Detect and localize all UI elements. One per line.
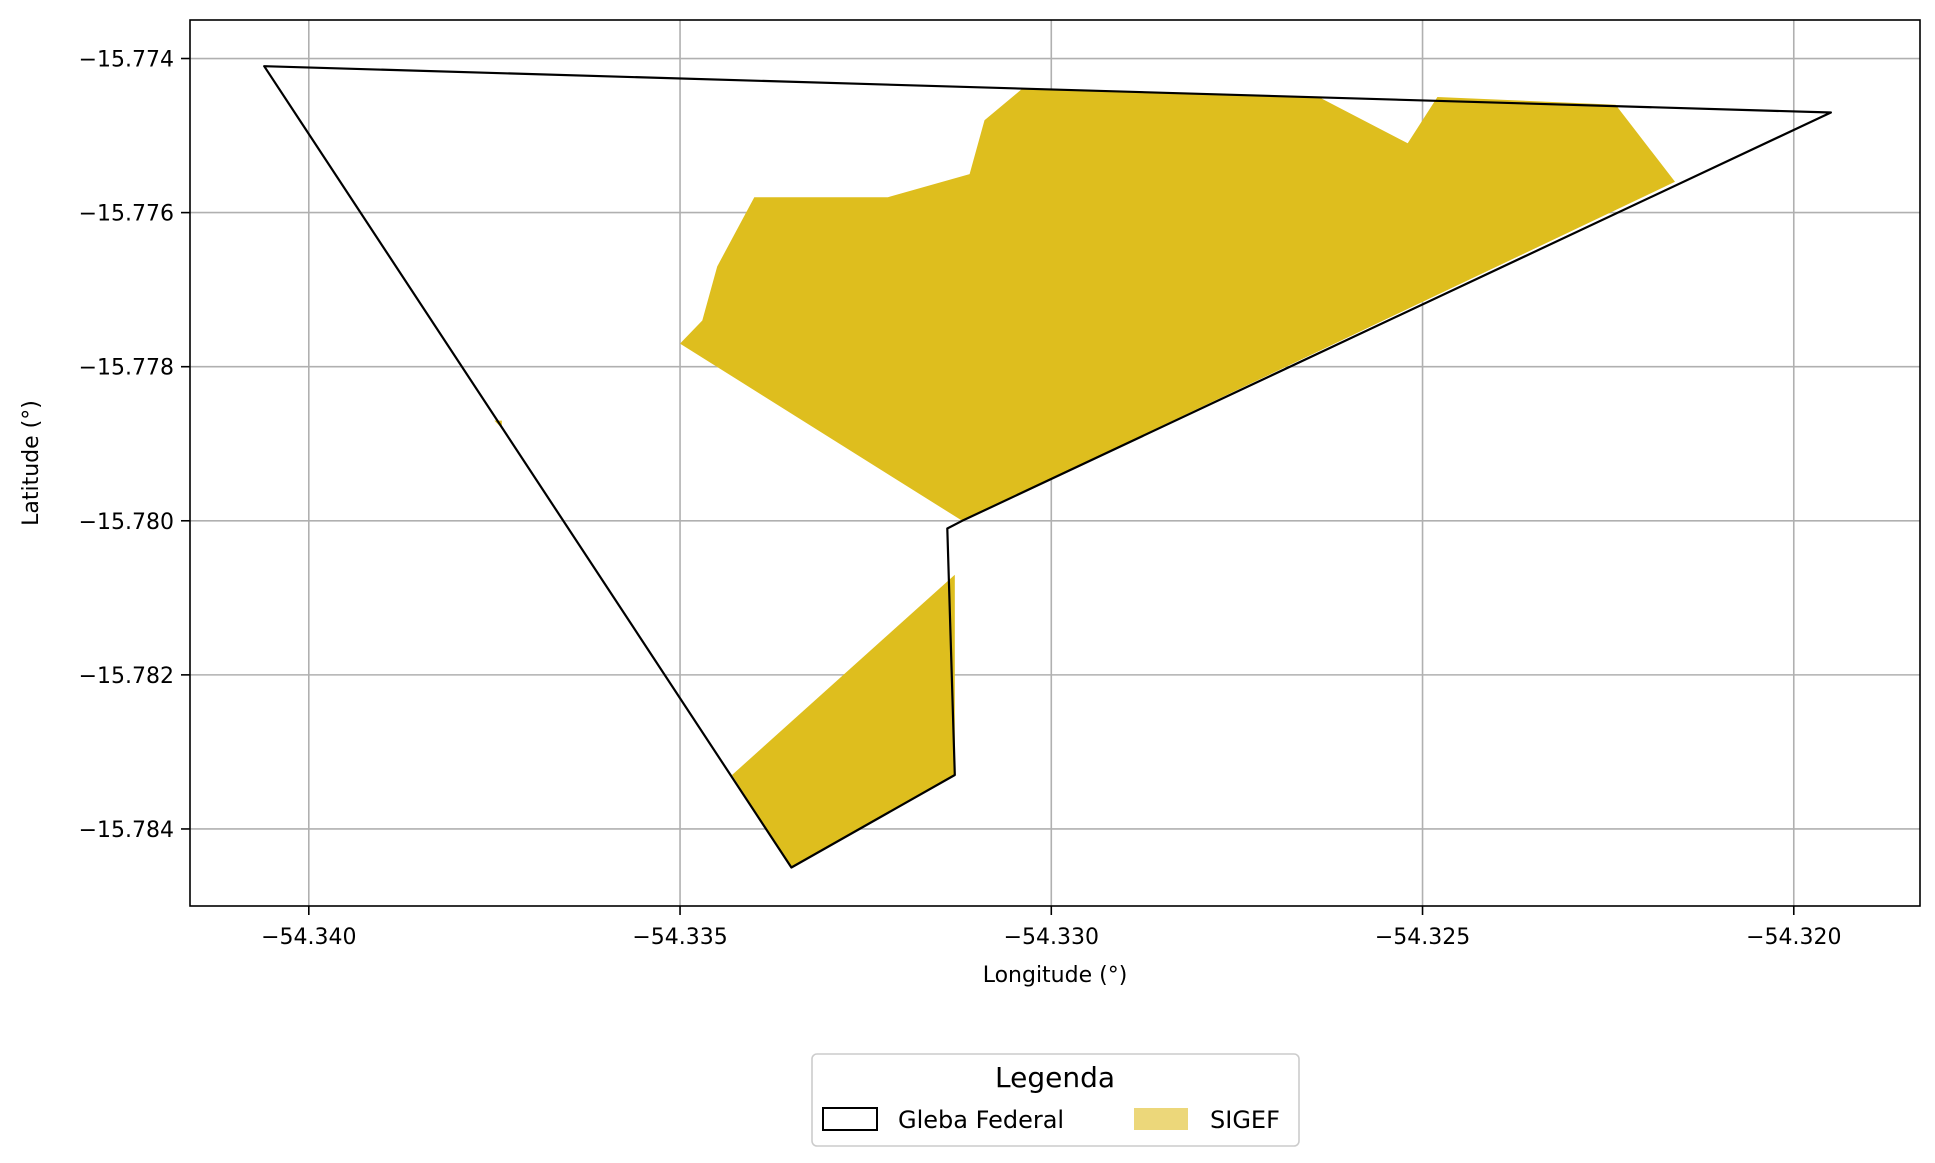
map-layers	[263, 65, 1833, 869]
sigef-polygon	[680, 89, 1675, 521]
y-tick-label: −15.778	[79, 356, 174, 381]
y-tick-label: −15.774	[79, 48, 174, 73]
legend-label-gleba-federal: Gleba Federal	[898, 1106, 1064, 1134]
legend-swatch-sigef	[1134, 1108, 1188, 1130]
x-tick-label: −54.330	[1004, 925, 1099, 950]
y-axis-ticks: −15.774 −15.776 −15.778 −15.780 −15.782 −15.7…	[79, 48, 190, 843]
layer-sigef	[494, 89, 1675, 868]
y-tick-label: −15.782	[79, 664, 174, 689]
y-tick-label: −15.780	[79, 510, 174, 535]
x-tick-label: −54.340	[261, 925, 356, 950]
x-tick-label: −54.335	[632, 925, 727, 950]
legend: Legenda Gleba Federal SIGEF	[811, 1053, 1300, 1147]
legend-label-sigef: SIGEF	[1210, 1106, 1280, 1134]
y-tick-label: −15.776	[79, 202, 174, 227]
legend-swatch-gleba-federal	[822, 1107, 878, 1131]
plot-frame	[189, 19, 1921, 907]
x-axis-ticks: −54.340 −54.335 −54.330 −54.325 −54.320	[261, 906, 1841, 950]
x-tick-label: −54.325	[1375, 925, 1470, 950]
sigef-polygon	[732, 574, 955, 868]
y-axis-label: Latitude (°)	[19, 400, 44, 526]
y-tick-label: −15.784	[79, 818, 174, 843]
x-tick-label: −54.320	[1746, 925, 1841, 950]
legend-title: Legenda	[995, 1061, 1115, 1094]
gleba-federal-polygon	[263, 65, 1833, 869]
layer-gleba-federal	[263, 65, 1833, 869]
x-axis-label: Longitude (°)	[983, 963, 1128, 988]
